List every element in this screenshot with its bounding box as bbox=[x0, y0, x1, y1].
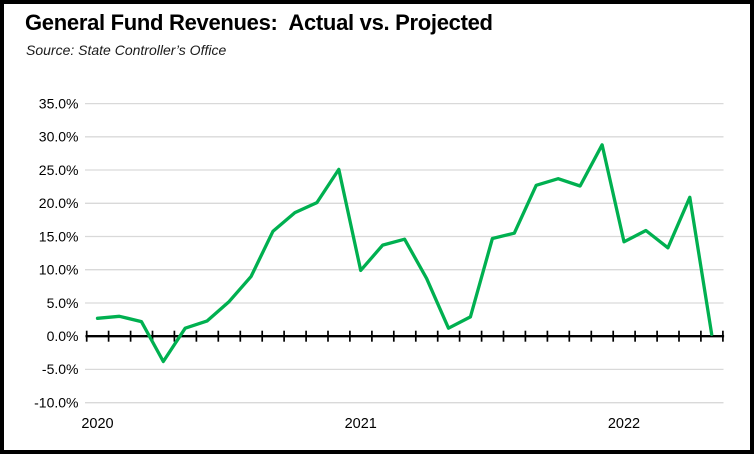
y-tick-label: -10.0% bbox=[34, 395, 78, 411]
revenue-line-chart: 35.0% 30.0% 25.0% 20.0% 15.0% 10.0% 5.0% 0.0% -5… bbox=[34, 95, 725, 432]
y-tick-label: 35.0% bbox=[39, 95, 79, 111]
year-label: 2021 bbox=[345, 416, 377, 432]
y-tick-label: 5.0% bbox=[47, 295, 79, 311]
y-tick-label: 10.0% bbox=[39, 262, 79, 278]
revenue-series-line bbox=[95, 143, 714, 364]
chart-source-subtitle: Source: State Controller’s Office bbox=[26, 42, 227, 58]
y-axis-labels: 35.0% 30.0% 25.0% 20.0% 15.0% 10.0% 5.0% 0.0% -5… bbox=[34, 95, 78, 410]
y-tick-label: -5.0% bbox=[42, 361, 79, 377]
series bbox=[95, 143, 714, 364]
year-label: 2022 bbox=[608, 416, 640, 432]
y-tick-label: 0.0% bbox=[47, 328, 79, 344]
x-axis-year-labels: 2020 2021 2022 bbox=[81, 416, 640, 432]
gridlines bbox=[85, 102, 724, 404]
y-tick-label: 25.0% bbox=[39, 162, 79, 178]
x-axis bbox=[85, 330, 725, 342]
y-tick-label: 20.0% bbox=[39, 195, 79, 211]
y-tick-label: 15.0% bbox=[39, 228, 79, 244]
year-label: 2020 bbox=[81, 416, 113, 432]
y-tick-label: 30.0% bbox=[39, 129, 79, 145]
chart-title: General Fund Revenues: Actual vs. Projec… bbox=[25, 10, 493, 35]
